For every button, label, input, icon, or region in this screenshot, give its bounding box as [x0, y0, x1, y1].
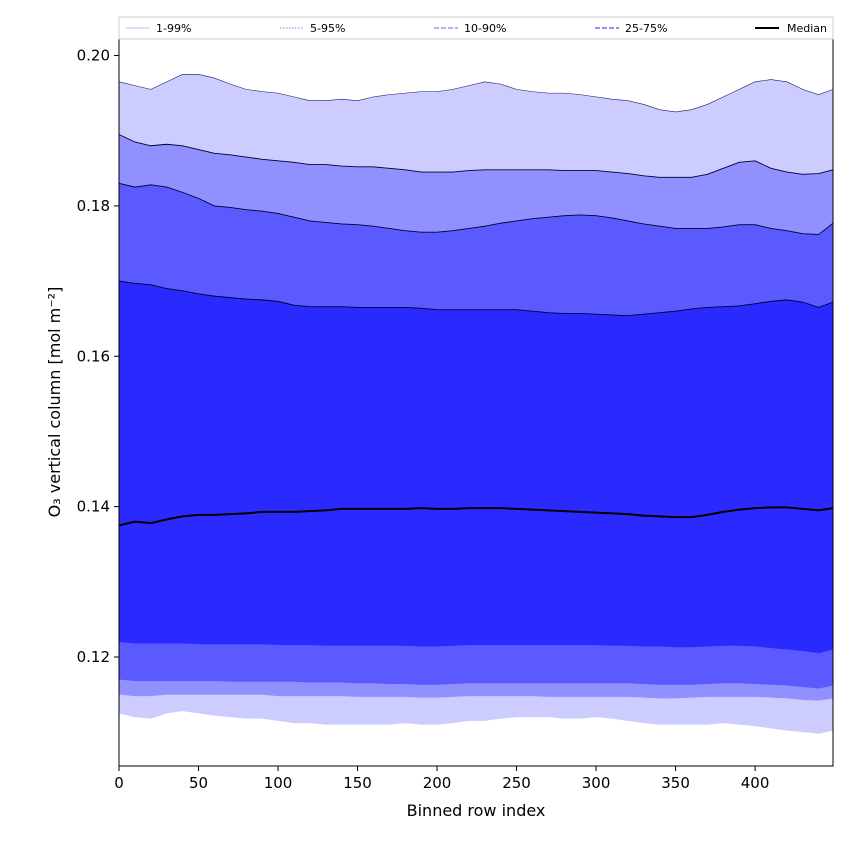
x-tick-label: 300 [582, 774, 611, 792]
legend-label: 25-75% [625, 22, 667, 35]
legend-label: 5-95% [310, 22, 345, 35]
x-tick-label: 350 [661, 774, 690, 792]
legend-label: 10-90% [464, 22, 506, 35]
median-layer [118, 506, 834, 527]
x-tick-label: 150 [343, 774, 372, 792]
x-axis-label: Binned row index [407, 801, 546, 820]
y-tick-label: 0.14 [77, 498, 110, 516]
x-tick-label: 100 [264, 774, 293, 792]
legend-label: 1-99% [156, 22, 191, 35]
x-tick-label: 250 [502, 774, 531, 792]
x-tick-label: 50 [189, 774, 208, 792]
x-tick-label: 400 [741, 774, 770, 792]
median-line [118, 506, 834, 527]
x-tick-label: 0 [114, 774, 124, 792]
bands-layer [119, 74, 833, 734]
band-25-75pct [119, 281, 833, 654]
y-tick-label: 0.12 [77, 648, 110, 666]
band-upper-edge-25-75pct [118, 280, 834, 317]
legend-frame [118, 16, 834, 40]
y-tick-label: 0.20 [77, 47, 110, 65]
legend: 1-99% 5-95% 10-90% 25-75% Median [118, 16, 834, 40]
band-upper-edge-5-95pct [118, 134, 834, 178]
y-axis-label: O₃ vertical column [mol m⁻²] [45, 287, 64, 518]
x-tick-label: 200 [423, 774, 452, 792]
y-tick-label: 0.18 [77, 197, 110, 215]
legend-label: Median [787, 22, 827, 35]
band-upper-edge-1-99pct [118, 74, 834, 113]
band-edges-layer [118, 74, 834, 317]
y-tick-label: 0.16 [77, 347, 110, 365]
band-upper-edge-10-90pct [118, 182, 834, 235]
